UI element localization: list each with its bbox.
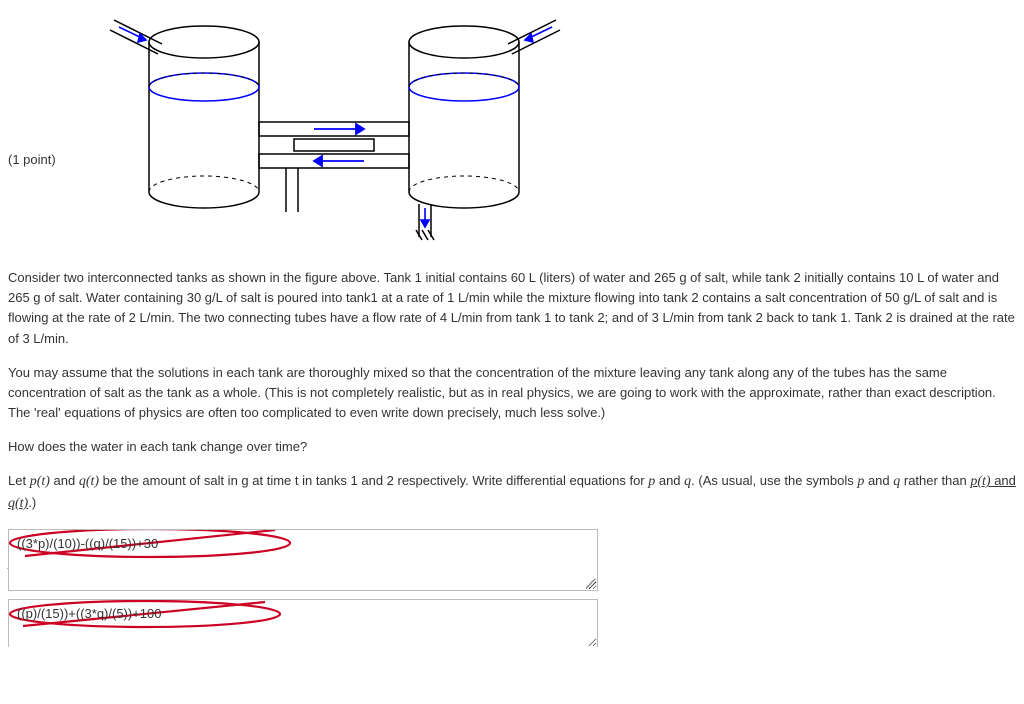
text: and: [991, 473, 1016, 488]
math-pt-underline: p(t): [970, 474, 990, 489]
math-p-of-t: p(t): [30, 474, 50, 489]
text: .): [28, 495, 36, 510]
math-qt-underline: q(t): [8, 496, 28, 511]
problem-para-4: Let p(t) and q(t) be the amount of salt …: [8, 471, 1016, 514]
problem-para-1: Consider two interconnected tanks as sho…: [8, 268, 1016, 349]
text: and: [50, 473, 79, 488]
points-label: (1 point): [8, 90, 56, 170]
text: Let: [8, 473, 30, 488]
answer-input-p[interactable]: ((3*p)/(10))-((q)/(15))+30: [8, 529, 598, 591]
resize-grip-icon[interactable]: [586, 579, 596, 589]
text: and: [864, 473, 893, 488]
answer-text-p: ((3*p)/(10))-((q)/(15))+30: [17, 536, 158, 551]
math-q-of-t: q(t): [79, 474, 99, 489]
text: be the amount of salt in g at time t in …: [99, 473, 648, 488]
text: and: [655, 473, 684, 488]
answer-input-q[interactable]: ((p)/(15))+((3*q)/(5))+100: [8, 599, 598, 647]
answer-text-q: ((p)/(15))+((3*q)/(5))+100: [17, 606, 162, 621]
tanks-diagram: [64, 12, 564, 248]
text: . (As usual, use the symbols: [691, 473, 857, 488]
text: rather than: [900, 473, 970, 488]
problem-para-2: You may assume that the solutions in eac…: [8, 363, 1016, 423]
problem-para-3: How does the water in each tank change o…: [8, 437, 1016, 457]
